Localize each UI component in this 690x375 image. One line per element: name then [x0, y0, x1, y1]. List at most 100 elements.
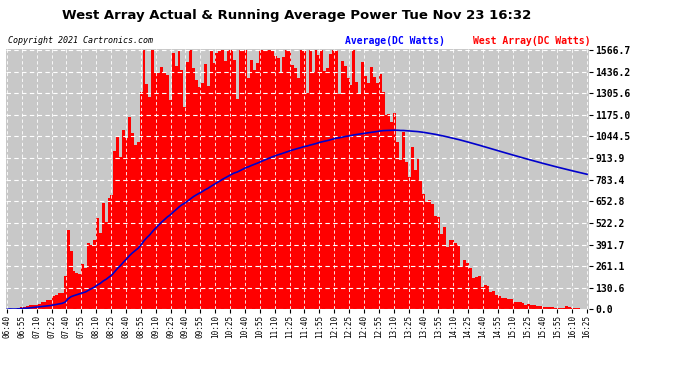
Bar	[270, 50, 274, 309]
Bar	[338, 94, 341, 309]
Bar	[265, 50, 268, 309]
Bar	[553, 308, 557, 309]
Bar	[139, 92, 143, 309]
Bar	[405, 162, 408, 309]
Bar	[277, 58, 279, 309]
Bar	[224, 61, 227, 309]
Bar	[515, 302, 519, 309]
Bar	[498, 297, 501, 309]
Bar	[279, 72, 282, 309]
Bar	[308, 50, 312, 309]
Text: West Array Actual & Running Average Power Tue Nov 23 16:32: West Array Actual & Running Average Powe…	[62, 9, 531, 22]
Bar	[34, 304, 37, 309]
Bar	[23, 307, 26, 309]
Bar	[408, 177, 411, 309]
Bar	[329, 54, 332, 309]
Bar	[175, 66, 177, 309]
Bar	[49, 300, 52, 309]
Bar	[489, 292, 493, 309]
Bar	[568, 307, 571, 309]
Bar	[315, 50, 317, 309]
Bar	[527, 304, 530, 309]
Bar	[177, 50, 180, 309]
Bar	[29, 305, 32, 309]
Bar	[431, 204, 434, 309]
Bar	[81, 264, 84, 309]
Bar	[341, 61, 344, 309]
Bar	[448, 240, 451, 309]
Bar	[373, 77, 376, 309]
Bar	[411, 147, 413, 309]
Bar	[96, 217, 99, 309]
Bar	[128, 117, 131, 309]
Bar	[522, 303, 524, 309]
Bar	[148, 97, 151, 309]
Bar	[117, 136, 119, 309]
Bar	[420, 180, 422, 309]
Bar	[422, 194, 425, 309]
Bar	[297, 78, 300, 309]
Bar	[391, 122, 393, 309]
Bar	[26, 306, 29, 309]
Bar	[533, 305, 536, 309]
Bar	[384, 115, 387, 309]
Bar	[387, 114, 391, 309]
Bar	[524, 305, 527, 309]
Bar	[90, 245, 93, 309]
Bar	[425, 202, 428, 309]
Bar	[274, 56, 277, 309]
Bar	[495, 296, 498, 309]
Bar	[291, 65, 294, 309]
Bar	[393, 112, 396, 309]
Bar	[20, 307, 23, 309]
Bar	[417, 159, 420, 309]
Text: West Array(DC Watts): West Array(DC Watts)	[473, 36, 590, 46]
Bar	[335, 50, 338, 309]
Bar	[475, 277, 477, 309]
Bar	[233, 60, 236, 309]
Bar	[110, 195, 113, 309]
Bar	[166, 75, 169, 309]
Bar	[227, 50, 230, 309]
Bar	[43, 302, 46, 309]
Bar	[204, 64, 207, 309]
Bar	[530, 305, 533, 309]
Bar	[379, 74, 382, 309]
Bar	[434, 216, 437, 309]
Bar	[370, 68, 373, 309]
Bar	[457, 246, 460, 309]
Bar	[539, 306, 542, 309]
Bar	[463, 260, 466, 309]
Text: Copyright 2021 Cartronics.com: Copyright 2021 Cartronics.com	[8, 36, 153, 45]
Bar	[493, 291, 495, 309]
Bar	[513, 302, 515, 309]
Bar	[186, 62, 189, 309]
Bar	[201, 83, 204, 309]
Bar	[469, 268, 472, 309]
Bar	[317, 56, 320, 309]
Bar	[288, 50, 291, 309]
Bar	[504, 298, 507, 309]
Bar	[551, 307, 553, 309]
Bar	[440, 234, 443, 309]
Bar	[477, 276, 481, 309]
Bar	[472, 278, 475, 309]
Bar	[536, 306, 539, 309]
Bar	[437, 217, 440, 309]
Bar	[154, 73, 157, 309]
Bar	[446, 247, 448, 309]
Bar	[87, 243, 90, 309]
Bar	[443, 227, 446, 309]
Bar	[125, 138, 128, 309]
Bar	[571, 308, 574, 309]
Bar	[17, 308, 20, 309]
Bar	[367, 83, 370, 309]
Bar	[402, 132, 405, 309]
Bar	[382, 92, 384, 309]
Bar	[250, 60, 253, 309]
Text: Average(DC Watts): Average(DC Watts)	[345, 36, 445, 46]
Bar	[501, 298, 504, 309]
Bar	[262, 50, 265, 309]
Bar	[460, 267, 463, 309]
Bar	[172, 53, 175, 309]
